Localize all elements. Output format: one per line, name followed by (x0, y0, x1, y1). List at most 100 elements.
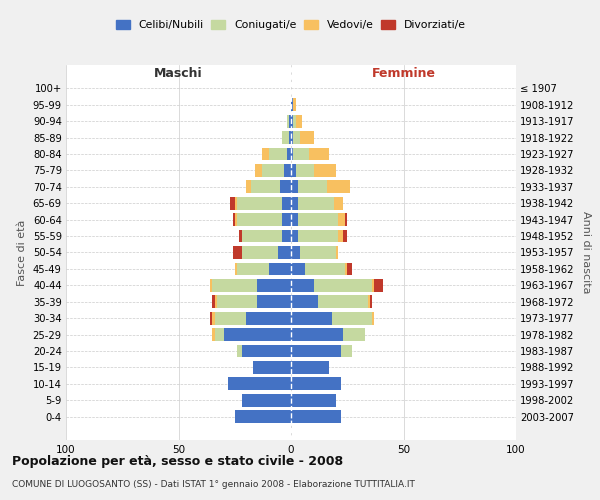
Bar (372, 312, 374, 324)
Bar (309, 148, 329, 160)
Bar (347, 262, 352, 276)
Bar (289, 115, 291, 128)
Bar (345, 214, 347, 226)
Bar (372, 279, 374, 291)
Bar (291, 378, 341, 390)
Bar (293, 132, 300, 144)
Text: Popolazione per età, sesso e stato civile - 2008: Popolazione per età, sesso e stato civil… (12, 455, 343, 468)
Bar (291, 410, 341, 423)
Bar (291, 296, 318, 308)
Bar (343, 230, 347, 242)
Text: COMUNE DI LUOGOSANTO (SS) - Dati ISTAT 1° gennaio 2008 - Elaborazione TUTTITALIA: COMUNE DI LUOGOSANTO (SS) - Dati ISTAT 1… (12, 480, 415, 489)
Bar (374, 279, 383, 291)
Bar (296, 164, 314, 177)
Bar (246, 312, 291, 324)
Bar (291, 344, 341, 358)
Bar (291, 180, 298, 194)
Bar (233, 246, 241, 259)
Bar (280, 180, 291, 194)
Bar (237, 262, 269, 276)
Bar (291, 279, 314, 291)
Bar (282, 132, 289, 144)
Bar (287, 115, 289, 128)
Bar (253, 361, 291, 374)
Bar (212, 279, 257, 291)
Bar (212, 312, 215, 324)
Bar (291, 394, 336, 406)
Bar (235, 262, 237, 276)
Bar (282, 197, 291, 209)
Bar (345, 262, 347, 276)
Bar (284, 164, 291, 177)
Text: Maschi: Maschi (154, 67, 203, 80)
Bar (246, 180, 251, 194)
Bar (262, 164, 284, 177)
Bar (298, 197, 334, 209)
Bar (314, 164, 336, 177)
Bar (305, 262, 345, 276)
Bar (235, 197, 237, 209)
Bar (282, 214, 291, 226)
Bar (298, 180, 327, 194)
Bar (291, 328, 343, 341)
Bar (327, 180, 349, 194)
Bar (291, 164, 296, 177)
Bar (212, 296, 215, 308)
Bar (291, 148, 293, 160)
Bar (291, 115, 293, 128)
Bar (331, 312, 372, 324)
Bar (235, 410, 291, 423)
Bar (336, 246, 338, 259)
Bar (338, 214, 345, 226)
Bar (291, 230, 298, 242)
Bar (210, 279, 212, 291)
Bar (257, 279, 291, 291)
Bar (241, 344, 291, 358)
Bar (287, 148, 291, 160)
Bar (293, 98, 296, 111)
Bar (293, 115, 296, 128)
Bar (269, 262, 291, 276)
Bar (257, 296, 291, 308)
Bar (241, 230, 282, 242)
Bar (282, 230, 291, 242)
Bar (262, 148, 269, 160)
Bar (210, 312, 212, 324)
Bar (367, 296, 370, 308)
Bar (237, 197, 282, 209)
Bar (239, 230, 241, 242)
Bar (277, 246, 291, 259)
Bar (235, 214, 237, 226)
Y-axis label: Anni di nascita: Anni di nascita (581, 211, 592, 294)
Bar (237, 214, 282, 226)
Bar (291, 98, 293, 111)
Bar (215, 328, 223, 341)
Bar (298, 214, 338, 226)
Y-axis label: Fasce di età: Fasce di età (17, 220, 27, 286)
Bar (291, 132, 293, 144)
Bar (289, 132, 291, 144)
Bar (291, 361, 329, 374)
Bar (296, 115, 302, 128)
Bar (241, 394, 291, 406)
Legend: Celibi/Nubili, Coniugati/e, Vedovi/e, Divorziati/e: Celibi/Nubili, Coniugati/e, Vedovi/e, Di… (114, 18, 468, 32)
Bar (291, 262, 305, 276)
Bar (291, 214, 298, 226)
Bar (343, 328, 365, 341)
Bar (233, 214, 235, 226)
Bar (255, 164, 262, 177)
Bar (215, 296, 217, 308)
Bar (334, 197, 343, 209)
Bar (291, 312, 331, 324)
Bar (298, 230, 338, 242)
Bar (241, 246, 277, 259)
Text: Femmine: Femmine (371, 67, 436, 80)
Bar (300, 132, 314, 144)
Bar (217, 296, 257, 308)
Bar (228, 378, 291, 390)
Bar (291, 197, 298, 209)
Bar (291, 246, 300, 259)
Bar (338, 230, 343, 242)
Bar (237, 344, 241, 358)
Bar (212, 328, 215, 341)
